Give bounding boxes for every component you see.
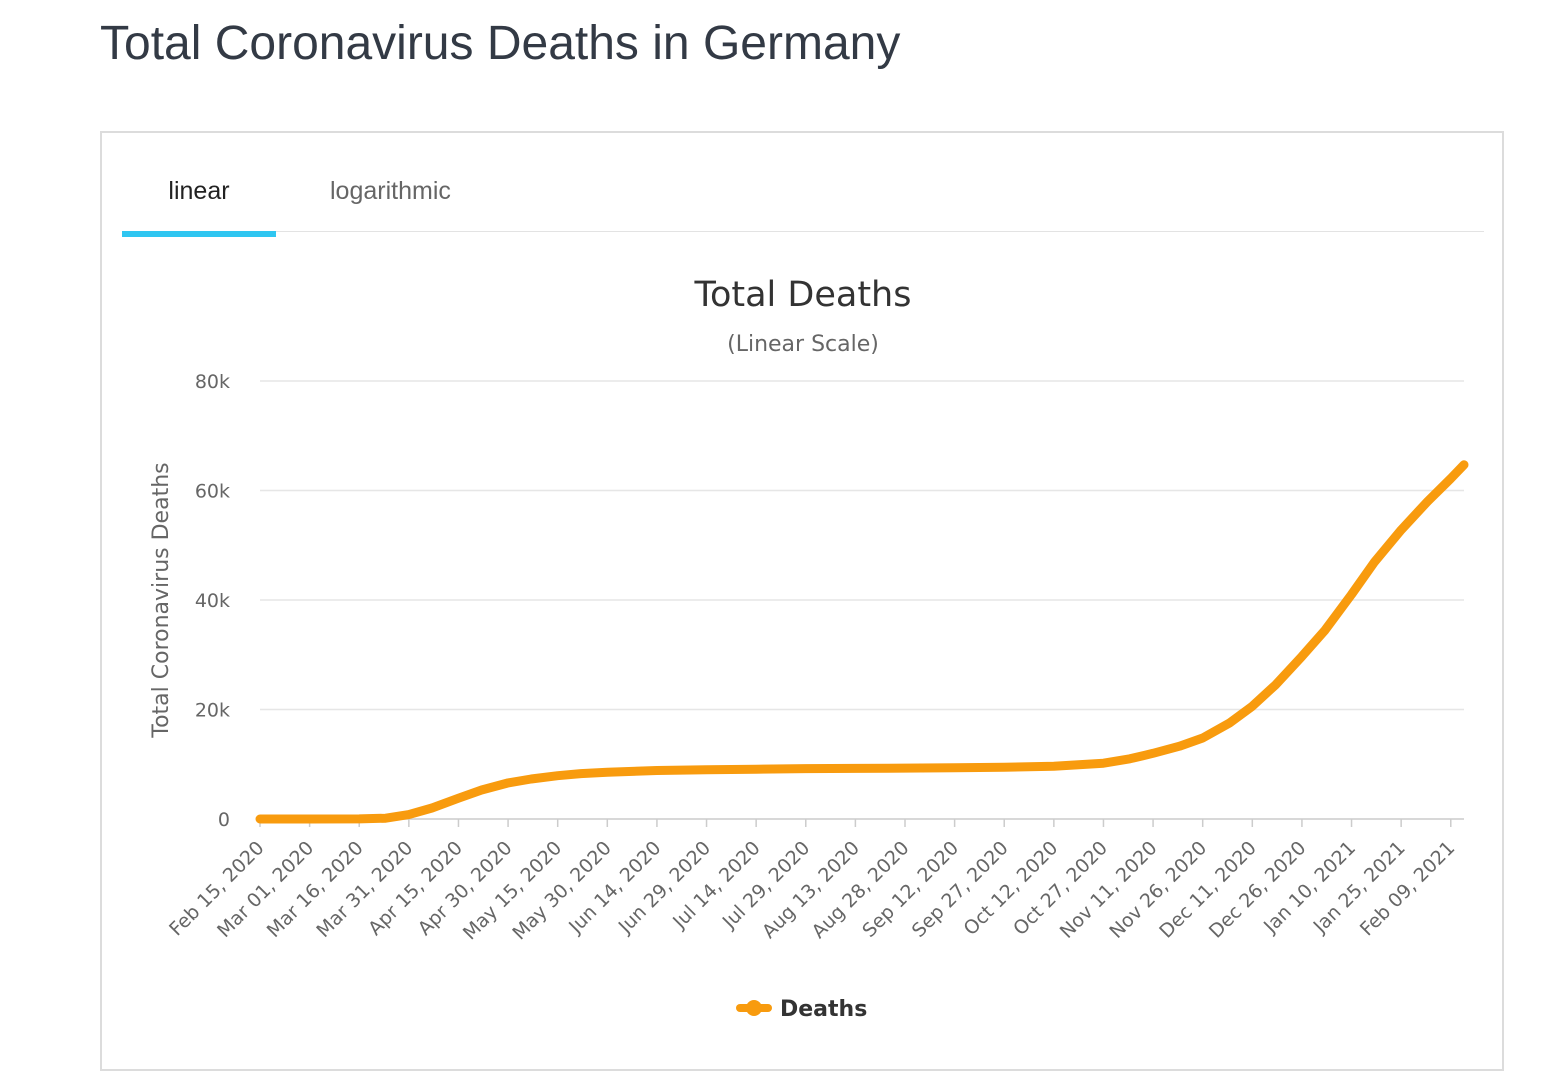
active-tab-indicator xyxy=(122,231,276,237)
legend-item-deaths[interactable]: Deaths xyxy=(780,997,867,1022)
tab-logarithmic[interactable]: logarithmic xyxy=(330,177,451,205)
chart-title: Total Deaths xyxy=(694,275,912,315)
chart-subtitle: (Linear Scale) xyxy=(727,332,879,357)
grid-lines xyxy=(260,380,1464,820)
y-tick-label: 80k xyxy=(195,371,230,393)
y-tick-label: 20k xyxy=(195,700,230,722)
y-axis-ticks: 0 20k 40k 60k 80k xyxy=(195,371,230,831)
tab-linear[interactable]: linear xyxy=(168,177,230,205)
scale-tabs: linear logarithmic xyxy=(122,133,1484,237)
series-layer xyxy=(255,460,1469,824)
page-title: Total Coronavirus Deaths in Germany xyxy=(100,17,901,70)
series-line-deaths[interactable] xyxy=(255,460,1469,824)
y-axis-title: Total Coronavirus Deaths xyxy=(149,462,174,738)
y-tick-label: 60k xyxy=(195,481,230,503)
y-tick-label: 40k xyxy=(195,590,230,612)
chart-panel: linear logarithmic xyxy=(100,131,1504,1071)
legend-swatch-marker xyxy=(746,1000,762,1016)
y-tick-label: 0 xyxy=(218,809,230,831)
legend[interactable]: Deaths xyxy=(736,997,867,1022)
